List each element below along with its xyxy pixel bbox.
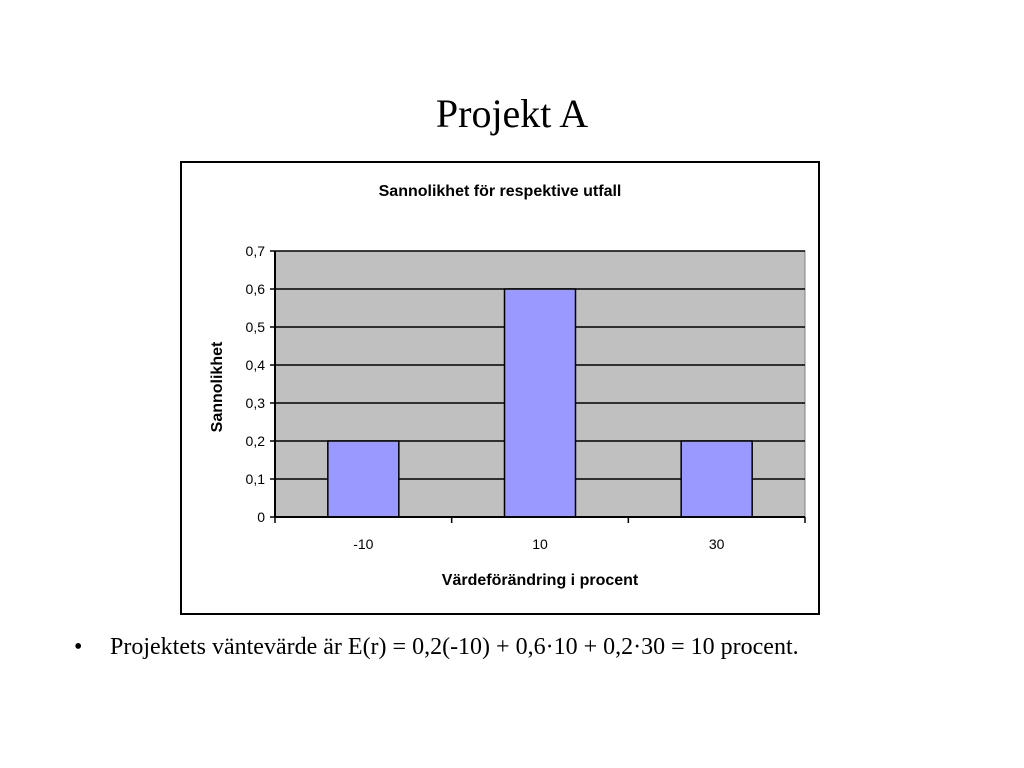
bar-30	[680, 440, 753, 518]
y-tick-label: 0,4	[246, 357, 266, 373]
y-tick-label: 0,5	[246, 319, 266, 335]
x-tick-label: 10	[532, 536, 548, 552]
chart-frame: Sannolikhet för respektive utfall Värdef…	[180, 161, 820, 615]
y-tick-label: 0,1	[246, 471, 266, 487]
slide-title: Projekt A	[435, 91, 589, 136]
bar--10	[327, 440, 400, 518]
x-tick-label: 30	[709, 536, 725, 552]
y-tick-label: 0,3	[246, 395, 266, 411]
x-axis-label: Värdeförändring i procent	[442, 572, 639, 589]
x-tick-label: -10	[353, 536, 373, 552]
y-tick-label: 0,2	[246, 433, 266, 449]
bar-chart: Sannolikhet för respektive utfall Värdef…	[209, 183, 806, 589]
bar-10	[503, 288, 577, 518]
y-tick-label: 0,7	[246, 243, 266, 259]
chart-title: Sannolikhet för respektive utfall	[379, 183, 622, 200]
y-axis-label: Sannolikhet	[209, 341, 226, 432]
y-tick-label: 0,6	[246, 281, 266, 297]
bullet-symbol: •	[74, 634, 83, 660]
bullet-item: • Projektets väntevärde är E(r) = 0,2(-10…	[74, 630, 974, 664]
plot-area: 0 0,1 0,2 0,3 0,4 0,5 0,6 0,7 -10 10 30	[246, 243, 806, 552]
bullet-text: Projektets väntevärde är E(r) = 0,2(-10)…	[110, 634, 799, 660]
y-tick-label: 0	[257, 509, 265, 525]
